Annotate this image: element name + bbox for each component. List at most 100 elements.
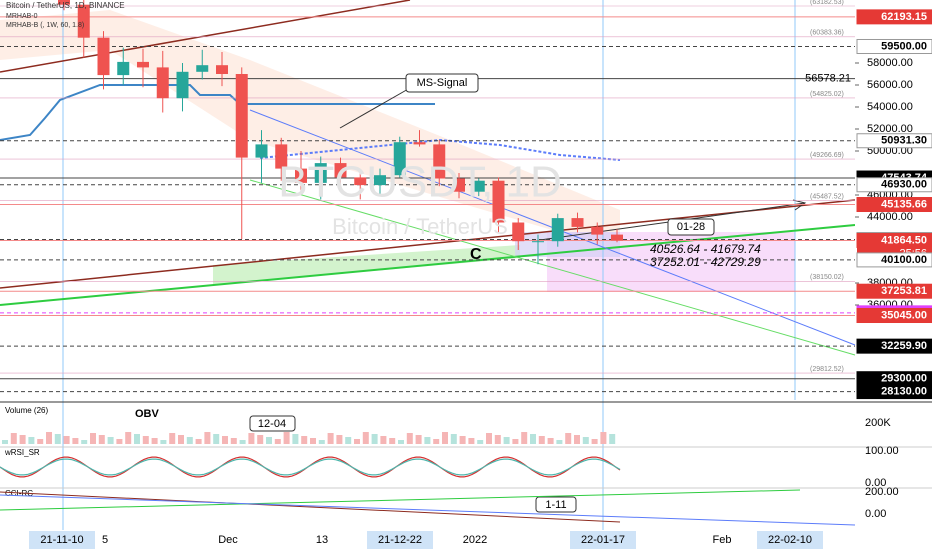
- candle-body: [532, 241, 544, 243]
- fib-label: (45487.52): [810, 193, 844, 200]
- pane-label: OBV: [135, 408, 160, 420]
- volume-bar: [424, 437, 431, 444]
- volume-bar: [195, 439, 202, 444]
- volume-bar: [301, 436, 308, 444]
- price-label: 40100.00: [881, 254, 927, 266]
- volume-bar: [486, 433, 492, 444]
- volume-bar: [556, 440, 563, 444]
- candle-body: [374, 175, 386, 186]
- candle-body: [196, 65, 209, 72]
- volume-bar: [354, 439, 360, 444]
- volume-bar: [477, 440, 484, 444]
- candle-body: [156, 67, 169, 99]
- price-label-bg: [856, 384, 932, 400]
- volume-bar: [503, 437, 510, 444]
- volume-bar: [433, 439, 440, 444]
- callout-box: [535, 496, 577, 513]
- annotation: 40526.64 - 41679.74: [650, 242, 761, 256]
- volume-bar: [345, 437, 352, 444]
- callout-box: [249, 415, 296, 432]
- axis-label: 0.00: [865, 477, 886, 489]
- price-label-bg: [856, 338, 932, 354]
- candle-body: [413, 142, 426, 145]
- volume-bar: [213, 434, 220, 444]
- date-label-bg: [757, 531, 823, 549]
- volume-bar: [494, 435, 501, 444]
- price-label: 45135.66: [881, 198, 927, 210]
- volume-bar: [63, 436, 70, 444]
- volume-bar: [442, 432, 448, 444]
- price-label-bg: [856, 133, 932, 149]
- volume-bar: [160, 440, 167, 444]
- candle-body: [137, 61, 149, 68]
- volume-bar: [90, 433, 96, 444]
- candle-body: [393, 142, 406, 176]
- volume-bar: [125, 432, 132, 444]
- axis-label: 200K: [865, 417, 891, 429]
- volume-bar: [336, 435, 343, 444]
- y-tick-label: 56000.00: [867, 79, 913, 91]
- green-zone: [213, 245, 520, 285]
- volume-bar: [512, 439, 519, 444]
- price-label: 29300.00: [881, 373, 927, 385]
- volume-bar: [574, 435, 580, 444]
- annotation: 1-11: [545, 499, 566, 511]
- y-tick-label: 52000.00: [867, 123, 913, 135]
- candle-body: [571, 218, 584, 227]
- volume-bar: [37, 439, 44, 444]
- candle-body: [275, 144, 288, 169]
- volume-bar: [178, 435, 184, 444]
- volume-bar: [521, 432, 528, 444]
- candle-body: [295, 168, 307, 183]
- price-label: 35045.00: [881, 309, 927, 321]
- candle-body: [216, 65, 228, 74]
- annotation: MS-Signal: [417, 77, 468, 89]
- cci-line: [0, 489, 801, 511]
- price-label-bg: [856, 38, 932, 54]
- volume-bar: [46, 432, 52, 444]
- volume-bar: [257, 435, 264, 444]
- axis-label: 0.00: [865, 508, 886, 520]
- watermark: Bitcoin / TetherUS: [332, 214, 508, 239]
- candle-body: [453, 178, 465, 192]
- price-label-bg: [856, 197, 932, 213]
- price-label: 46930.00: [881, 179, 927, 191]
- y-tick-label: 54000.00: [867, 101, 913, 113]
- indicator-label: MRHAB-0: [6, 13, 38, 20]
- axis-label: 200.00: [865, 486, 899, 498]
- candle-body: [334, 163, 347, 178]
- volume-bar: [530, 434, 536, 444]
- volume-bar: [609, 434, 616, 444]
- price-label: 59500.00: [881, 40, 927, 52]
- volume-bar: [248, 433, 255, 444]
- volume-bar: [266, 437, 272, 444]
- fib-label: (29812.52): [810, 366, 844, 373]
- volume-bar: [547, 438, 554, 444]
- volume-bar: [310, 438, 316, 444]
- x-tick-label: 22-02-10: [768, 534, 812, 546]
- indicator-label: MRHAB-B (, 1W, 60, 1.8): [6, 22, 84, 29]
- volume-bar: [292, 434, 299, 444]
- volume-bar: [28, 437, 35, 444]
- volume-bar: [459, 436, 466, 444]
- candle-body: [492, 180, 505, 223]
- volume-bar: [134, 434, 140, 444]
- candle-body: [512, 222, 525, 242]
- fib-label: (54825.02): [810, 91, 844, 98]
- trend-line: [0, 199, 856, 289]
- fib-label: (60383.36): [810, 30, 844, 37]
- x-tick-label: 22-01-17: [581, 534, 625, 546]
- price-label-bg: [856, 252, 932, 268]
- volume-bar: [2, 440, 8, 444]
- pane-label: CCI-RC: [5, 489, 33, 498]
- volume-bar: [538, 436, 545, 444]
- volume-bar: [274, 439, 281, 444]
- y-tick-label: 44000.00: [867, 211, 913, 223]
- volume-bar: [230, 438, 237, 444]
- fib-label: (63182.53): [810, 0, 844, 6]
- price-label: 28130.00: [881, 385, 927, 397]
- volume-bar: [406, 433, 413, 444]
- candle-body: [235, 73, 248, 158]
- volume-bar: [389, 438, 396, 444]
- price-label: 41864.50: [881, 234, 927, 246]
